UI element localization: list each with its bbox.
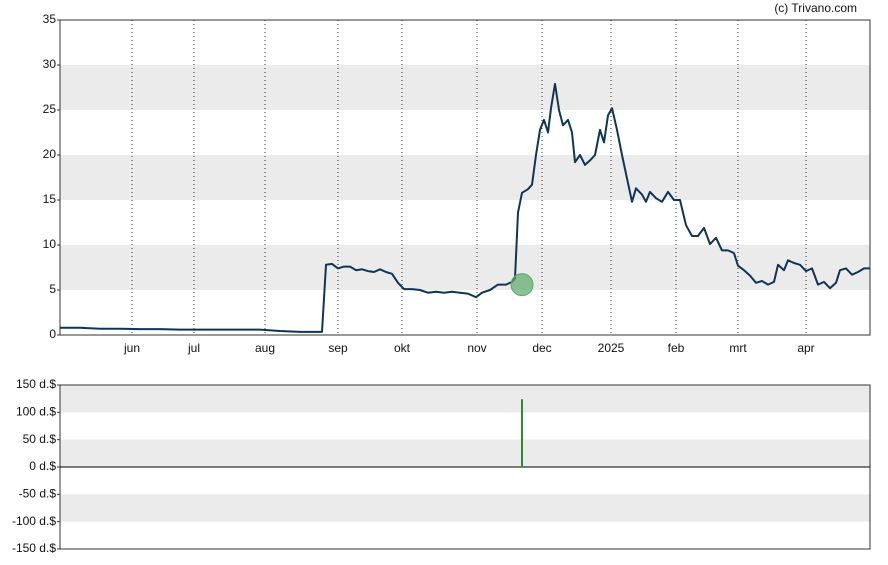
x-tick-label: apr bbox=[797, 341, 814, 355]
y-tick-label: 10 bbox=[43, 237, 57, 251]
x-tick-label: aug bbox=[255, 341, 275, 355]
x-tick-label: okt bbox=[394, 341, 411, 355]
x-tick-label: jun bbox=[123, 341, 140, 355]
plot-frame bbox=[59, 19, 871, 336]
y-tick-label: 25 bbox=[43, 102, 57, 116]
x-tick-label: jul bbox=[187, 341, 200, 355]
y-tick-label: 5 bbox=[49, 282, 56, 296]
y-tick-label: 30 bbox=[43, 57, 57, 71]
y-tick-label: 150 d.$ bbox=[16, 377, 56, 391]
grid-band bbox=[60, 439, 870, 467]
price-line bbox=[60, 82, 870, 333]
y-tick-label: 0 bbox=[49, 327, 56, 341]
y-tick-label: 15 bbox=[43, 192, 57, 206]
x-tick-label: mrt bbox=[729, 341, 747, 355]
y-tick-label: 20 bbox=[43, 147, 57, 161]
y-tick-label: 100 d.$ bbox=[16, 405, 56, 419]
x-tick-label: dec bbox=[532, 341, 551, 355]
grid-band bbox=[60, 155, 870, 200]
y-tick-label: 0 d.$ bbox=[29, 459, 56, 473]
y-tick-label: -100 d.$ bbox=[12, 514, 56, 528]
grid-band bbox=[60, 65, 870, 110]
x-tick-label: nov bbox=[467, 341, 486, 355]
y-tick-label: -150 d.$ bbox=[12, 541, 56, 555]
y-tick-label: -50 d.$ bbox=[19, 487, 57, 501]
trade-marker bbox=[510, 273, 534, 297]
grid-band bbox=[60, 494, 870, 522]
grid-band bbox=[60, 245, 870, 290]
y-tick-label: 50 d.$ bbox=[23, 432, 57, 446]
grid-band bbox=[60, 385, 870, 413]
x-tick-label: 2025 bbox=[598, 341, 625, 355]
y-tick-label: 35 bbox=[43, 12, 57, 26]
credit: (c) Trivano.com bbox=[774, 1, 857, 15]
x-tick-label: sep bbox=[328, 341, 348, 355]
bar bbox=[521, 399, 523, 467]
x-tick-label: feb bbox=[668, 341, 685, 355]
